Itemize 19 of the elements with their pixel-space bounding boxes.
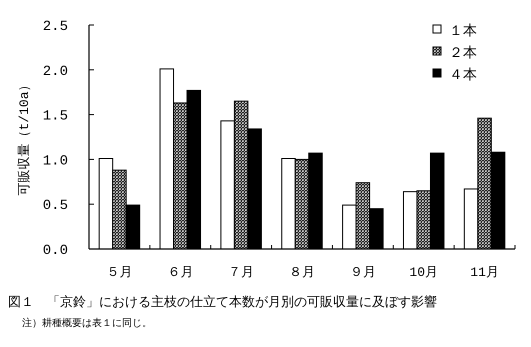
y-tick-label: 1.0 [42,153,68,170]
x-tick-label: 11月 [470,265,499,280]
x-tick-label: ８月 [289,265,315,280]
x-tick-label: ７月 [228,265,254,280]
legend-label: １本 [449,23,477,40]
y-axis-title: 可販収量（t/10a） [17,78,32,196]
y-tick-label: 1.5 [42,108,68,125]
y-tick-label: 0.0 [42,243,68,259]
legend-label: ４本 [449,67,477,84]
x-tick-label: ５月 [106,265,132,280]
y-tick-label: 0.5 [42,198,68,214]
text: 図１ 「京鈴」における主枝の仕立て本数が月別の可販収量に及ぼす影響 [8,294,437,310]
x-tick-label: 10月 [409,265,438,280]
x-tick-label: ６月 [167,265,194,280]
x-tick-label: ９月 [350,265,376,280]
text: 注）耕種概要は表１に同じ。 [22,317,152,329]
y-tick-label: 2.5 [42,19,68,35]
y-tick-label: 2.0 [42,64,68,80]
legend-label: ２本 [449,45,477,62]
